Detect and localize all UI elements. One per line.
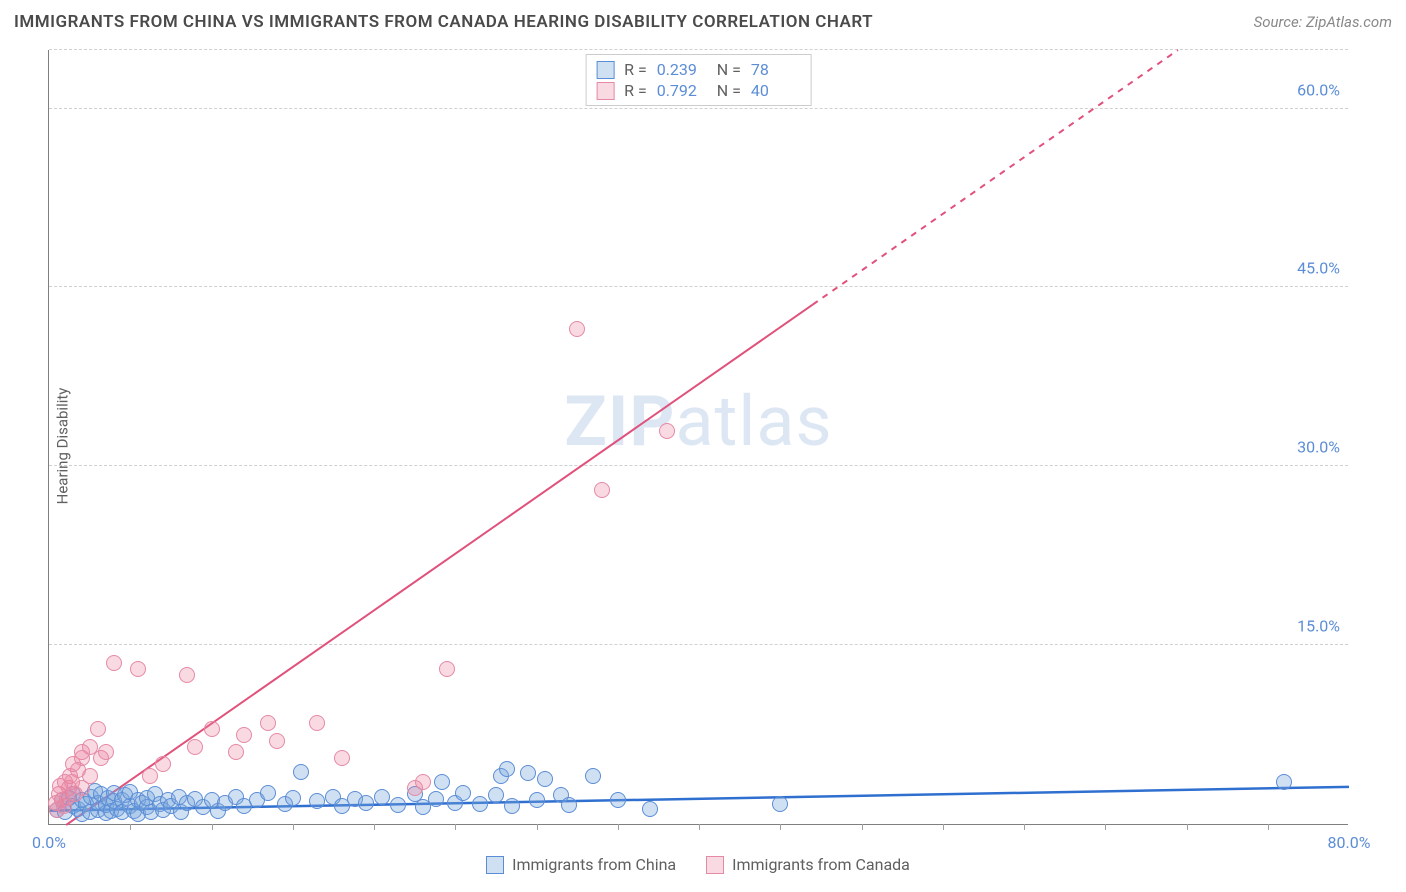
data-point (488, 787, 504, 803)
data-point (772, 796, 788, 812)
data-point (155, 756, 171, 772)
data-point (504, 798, 520, 814)
data-point (130, 661, 146, 677)
data-point (309, 715, 325, 731)
legend-swatch-china (486, 856, 504, 874)
data-point (334, 750, 350, 766)
data-point (569, 321, 585, 337)
data-point (642, 801, 658, 817)
trend-line (66, 305, 813, 825)
data-point (260, 715, 276, 731)
legend-swatch-canada (706, 856, 724, 874)
trendlines-layer (49, 50, 1349, 825)
legend-item-canada: Immigrants from Canada (706, 855, 910, 874)
data-point (309, 793, 325, 809)
data-point (260, 785, 276, 801)
data-point (90, 721, 106, 737)
legend-item-china: Immigrants from China (486, 855, 676, 874)
data-point (499, 761, 515, 777)
data-point (520, 765, 536, 781)
data-point (293, 764, 309, 780)
data-point (142, 768, 158, 784)
legend-label: Immigrants from China (512, 855, 676, 874)
data-point (434, 774, 450, 790)
data-point (390, 797, 406, 813)
data-point (415, 774, 431, 790)
x-tick-label: 80.0% (1328, 833, 1371, 852)
title-row: IMMIGRANTS FROM CHINA VS IMMIGRANTS FROM… (14, 12, 1392, 32)
chart-title: IMMIGRANTS FROM CHINA VS IMMIGRANTS FROM… (14, 12, 873, 32)
data-point (428, 791, 444, 807)
data-point (585, 768, 601, 784)
data-point (269, 733, 285, 749)
legend-label: Immigrants from Canada (732, 855, 910, 874)
data-point (236, 727, 252, 743)
data-point (610, 792, 626, 808)
data-point (659, 423, 675, 439)
data-point (179, 667, 195, 683)
data-point (594, 482, 610, 498)
data-point (374, 789, 390, 805)
data-point (439, 661, 455, 677)
trend-line (813, 50, 1178, 305)
data-point (529, 792, 545, 808)
data-point (472, 796, 488, 812)
data-point (187, 739, 203, 755)
source-attribution: Source: ZipAtlas.com (1254, 13, 1392, 31)
x-tick-label: 0.0% (32, 833, 66, 852)
data-point (358, 795, 374, 811)
data-point (106, 655, 122, 671)
data-point (82, 768, 98, 784)
data-point (98, 744, 114, 760)
plot-area: ZIPatlas R = 0.239 N = 78 R = 0.792 N = … (48, 50, 1348, 825)
legend-series: Immigrants from China Immigrants from Ca… (48, 855, 1348, 874)
data-point (537, 771, 553, 787)
data-point (455, 785, 471, 801)
data-point (1276, 774, 1292, 790)
data-point (285, 790, 301, 806)
data-point (561, 797, 577, 813)
data-point (204, 721, 220, 737)
data-point (228, 744, 244, 760)
